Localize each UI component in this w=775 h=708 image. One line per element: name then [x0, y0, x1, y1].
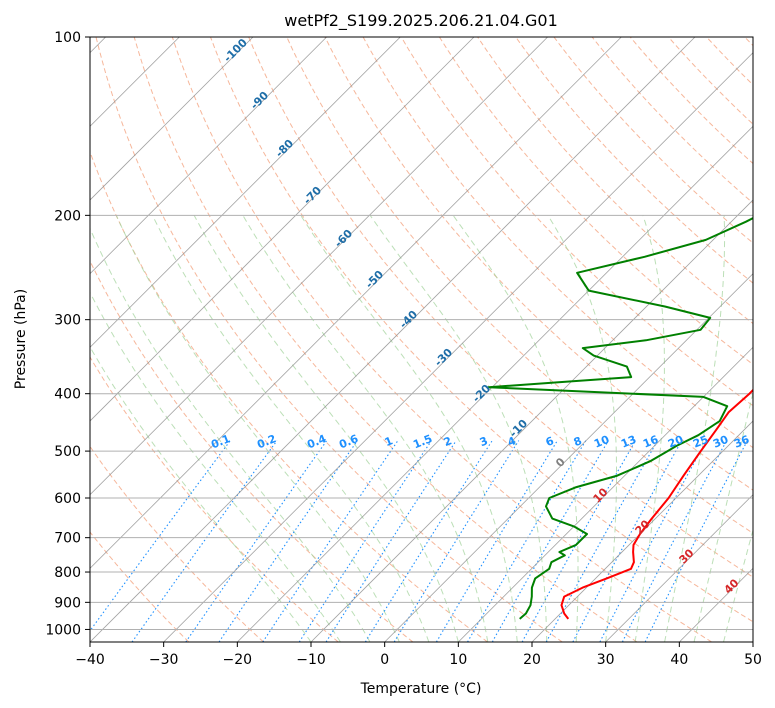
mixing-ratio-label: 16 [641, 433, 660, 451]
dry-adiabat [90, 150, 488, 642]
y-tick-label: 200 [54, 208, 81, 224]
dry-adiabat [248, 37, 753, 578]
isotherm-line [605, 494, 753, 642]
mixing-ratio-line [545, 440, 659, 642]
moist-adiabat [152, 215, 430, 642]
dry-adiabat [90, 531, 190, 642]
isotherm-line [90, 37, 622, 569]
mixing-ratio-label: 10 [592, 433, 611, 451]
y-tick-label: 100 [54, 30, 81, 46]
mixing-ratio-label: 25 [691, 433, 710, 451]
dry-adiabat [90, 356, 339, 642]
isotherm-line [90, 37, 696, 642]
y-tick-label: 300 [54, 313, 81, 329]
mixing-ratio-line [185, 440, 328, 642]
x-tick-label: 50 [744, 652, 762, 668]
mixing-ratio-label: 36 [732, 433, 751, 451]
profile-lines [487, 216, 753, 620]
y-tick-label: 400 [54, 387, 81, 403]
dry-adiabat [90, 445, 264, 642]
y-tick-label: 900 [54, 595, 81, 611]
x-axis-label: Temperature (°C) [360, 681, 482, 697]
isotherm-line [90, 37, 327, 275]
isotherm-line [163, 52, 753, 642]
mixing-ratio-label: 20 [666, 433, 685, 451]
mixing-ratio-line [131, 440, 278, 642]
dewpoint-profile [487, 216, 753, 620]
dry-adiabat [133, 37, 638, 642]
isotherm-line [458, 346, 753, 642]
dry-adiabat [400, 37, 753, 407]
mixing-ratio-label: 8 [572, 434, 584, 449]
moist-adiabat [634, 215, 665, 642]
y-tick-label: 500 [54, 444, 81, 460]
isotherm-line [237, 125, 753, 642]
y-axis-label: Pressure (hPa) [13, 289, 29, 389]
chart-title: wetPf2_S199.2025.206.21.04.G01 [284, 11, 558, 31]
plot-frame [89, 36, 754, 643]
y-tick-label: 700 [54, 531, 81, 547]
moist-adiabat [90, 227, 371, 642]
mixing-ratio-line [435, 440, 558, 642]
mixing-ratio-line [298, 440, 432, 642]
mixing-ratio-line [644, 440, 748, 642]
moist-adiabat [547, 215, 617, 642]
x-tick-label: −20 [223, 652, 253, 668]
x-tick-label: −10 [296, 652, 326, 668]
mixing-ratio-label: 30 [711, 433, 730, 451]
dry-adiabat [210, 37, 753, 623]
mixing-ratio-line [364, 440, 493, 642]
isotherm-line [90, 37, 401, 348]
moist-adiabat [115, 215, 400, 642]
temperature-profile [560, 388, 753, 620]
dry-adiabat [95, 37, 563, 642]
isotherm-line [90, 37, 548, 496]
isotherm-line [310, 199, 753, 642]
axes: −40 −30 −20 −10 0 10 20 30 40 50 100 200 300 400 500 60… [45, 30, 762, 668]
moist-adiabat [664, 215, 726, 642]
mixing-ratio-label: 1 [383, 434, 395, 449]
moist-adiabat [369, 215, 548, 642]
moist-adiabat [193, 215, 459, 642]
moist-adiabat [452, 215, 579, 642]
mixing-ratio-label: 3 [478, 434, 490, 449]
x-tick-label: 40 [670, 652, 688, 668]
mixing-ratio-line [572, 440, 683, 642]
moist-adiabat [90, 291, 341, 642]
x-tick-label: 10 [449, 652, 467, 668]
y-tick-label: 800 [54, 565, 81, 581]
dry-adiabat [515, 37, 753, 284]
mixing-ratio-line [467, 440, 587, 642]
mixing-ratio-label: 13 [619, 433, 638, 451]
mixing-ratio-line [90, 440, 231, 632]
mixing-ratio-line [521, 440, 637, 642]
isotherm-line [90, 37, 254, 201]
dry-adiabat [171, 37, 712, 642]
dry-adiabat [324, 37, 753, 491]
x-tick-label: 30 [597, 652, 615, 668]
mixing-ratio-line [218, 440, 358, 642]
y-tick-label: 1000 [45, 622, 81, 638]
plot-area [90, 37, 753, 642]
x-tick-label: 0 [380, 652, 389, 668]
dry-adiabat [438, 37, 753, 366]
mixing-ratio-line [262, 440, 399, 642]
isotherm-line [531, 420, 753, 642]
isotherm-line [384, 273, 753, 642]
moist-adiabat [90, 345, 312, 642]
isotherm-line [90, 37, 475, 422]
background-lines [90, 37, 753, 642]
x-tick-label: 20 [523, 652, 541, 668]
mixing-ratio-label: 2 [442, 434, 454, 449]
x-tick-label: −40 [75, 652, 105, 668]
mixing-ratio-line [325, 440, 457, 642]
x-tick-label: −30 [149, 652, 179, 668]
y-tick-label: 600 [54, 491, 81, 507]
